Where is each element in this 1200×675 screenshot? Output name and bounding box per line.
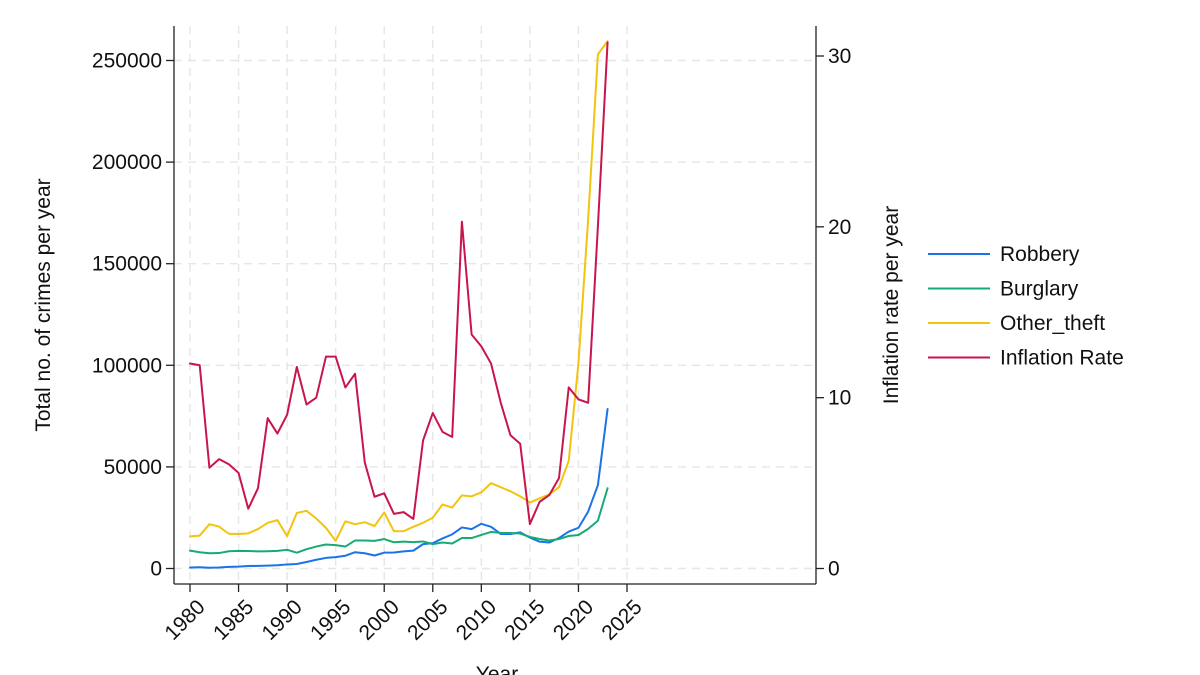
y-axis-right-label: Inflation rate per year (880, 206, 903, 404)
x-tick-label: 1990 (258, 595, 307, 644)
series-line-burglary (189, 487, 609, 555)
axes (173, 26, 817, 585)
grid-lines (174, 26, 816, 584)
legend-label: Robbery (1000, 243, 1080, 266)
legend: Robbery Burglary Other_theft Inflation Rate (928, 243, 1124, 370)
y-left-tick-label: 150000 (92, 253, 162, 276)
series-lines (189, 40, 609, 569)
legend-item-other-theft: Other_theft (928, 312, 1105, 335)
tick-marks (166, 55, 824, 592)
x-tick-label: 2000 (355, 595, 404, 644)
tick-labels: 1980 1985 1990 1995 2000 2005 2010 2015 2020 2025… (92, 45, 851, 645)
legend-label: Burglary (1000, 278, 1079, 301)
y-right-tick-label: 10 (828, 387, 851, 410)
y-left-tick-label: 50000 (104, 456, 162, 479)
y-right-tick-label: 0 (828, 558, 840, 581)
legend-item-robbery: Robbery (928, 243, 1080, 266)
y-right-tick-label: 30 (828, 45, 851, 68)
x-tick-label: 2005 (403, 595, 452, 644)
series-line-robbery (189, 407, 609, 569)
legend-label: Other_theft (1000, 312, 1105, 335)
x-axis-label: Year (476, 663, 518, 675)
series-line-inflation-rate (189, 41, 609, 526)
y-left-tick-label: 0 (150, 558, 162, 581)
x-tick-label: 1995 (306, 595, 355, 644)
y-left-tick-label: 200000 (92, 151, 162, 174)
x-tick-label: 2020 (549, 595, 598, 644)
x-tick-label: 2010 (452, 595, 501, 644)
y-right-tick-label: 20 (828, 216, 851, 239)
x-tick-label: 2015 (500, 595, 549, 644)
legend-item-inflation-rate: Inflation Rate (928, 347, 1124, 370)
series-line-other-theft (189, 40, 609, 542)
y-left-tick-label: 100000 (92, 354, 162, 377)
legend-item-burglary: Burglary (928, 278, 1079, 301)
y-left-tick-label: 250000 (92, 50, 162, 73)
legend-label: Inflation Rate (1000, 347, 1124, 370)
x-tick-label: 2025 (597, 595, 646, 644)
x-tick-label: 1985 (209, 595, 258, 644)
x-tick-label: 1980 (160, 595, 209, 644)
y-axis-left-label: Total no. of crimes per year (32, 178, 55, 431)
